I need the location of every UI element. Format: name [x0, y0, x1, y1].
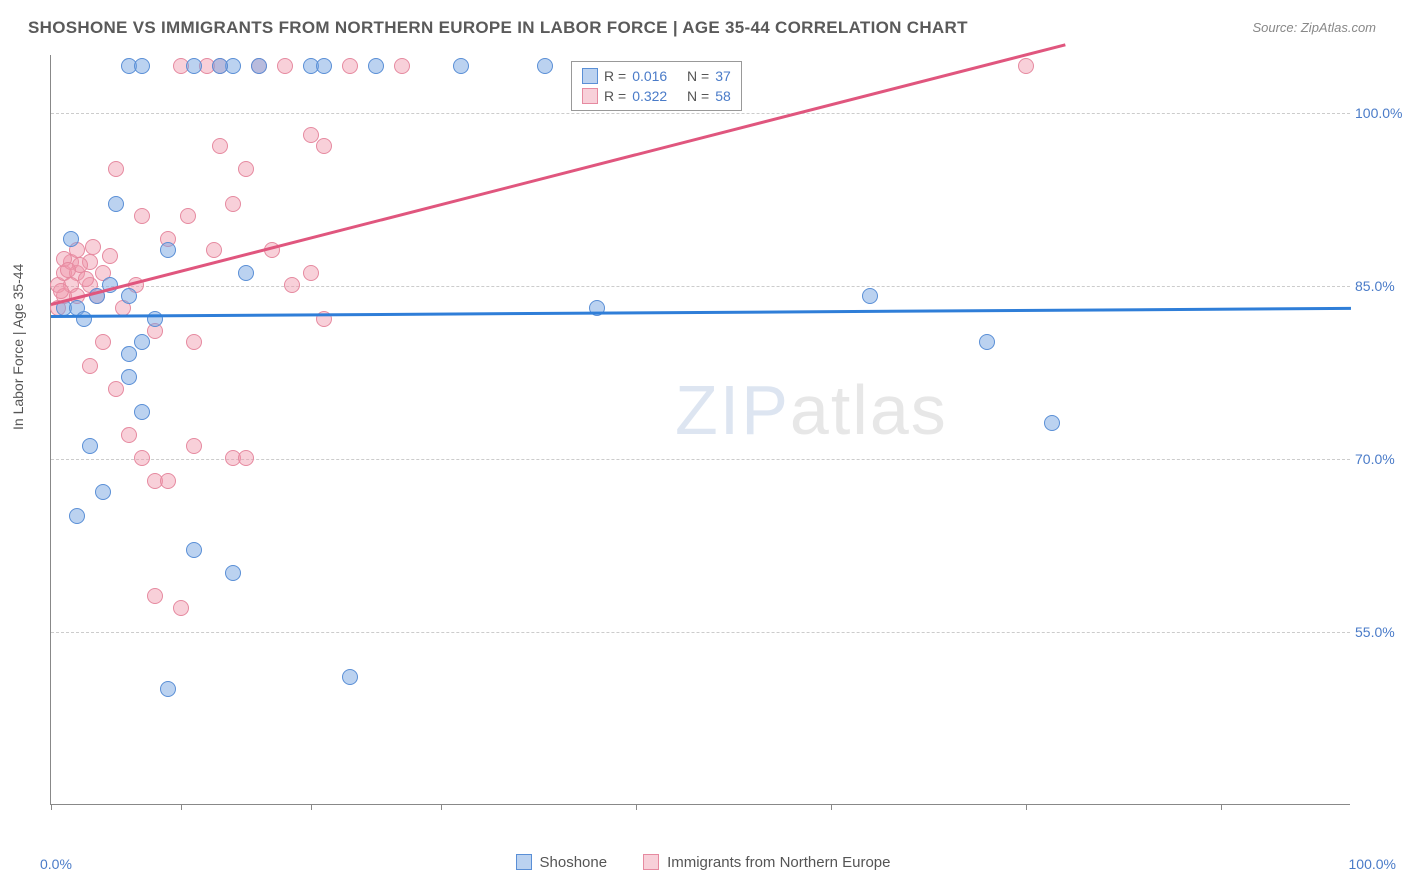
- series2-point: [303, 127, 319, 143]
- series2-point: [53, 283, 69, 299]
- x-tick: [636, 804, 637, 810]
- gridline: [51, 286, 1350, 287]
- series2-point: [212, 138, 228, 154]
- series1-point: [225, 565, 241, 581]
- series1-point: [453, 58, 469, 74]
- legend-label: Shoshone: [540, 854, 608, 871]
- series2-point: [95, 334, 111, 350]
- series1-point: [251, 58, 267, 74]
- x-tick: [311, 804, 312, 810]
- legend-swatch: [643, 854, 659, 870]
- series2-point: [186, 334, 202, 350]
- series2-point: [147, 588, 163, 604]
- series2-point: [186, 438, 202, 454]
- series2-point: [102, 248, 118, 264]
- x-tick: [1026, 804, 1027, 810]
- series2-point: [1018, 58, 1034, 74]
- series1-point: [134, 334, 150, 350]
- y-tick-label: 100.0%: [1355, 105, 1406, 121]
- series2-point: [85, 239, 101, 255]
- x-tick: [181, 804, 182, 810]
- series1-point: [537, 58, 553, 74]
- series2-point: [238, 450, 254, 466]
- legend-stats: R =0.016 N =37R =0.322 N =58: [571, 61, 742, 111]
- legend-stat-row: R =0.016 N =37: [582, 66, 731, 86]
- series1-point: [186, 58, 202, 74]
- series2-point: [134, 450, 150, 466]
- series2-point: [238, 161, 254, 177]
- series1-point: [121, 369, 137, 385]
- series1-point: [979, 334, 995, 350]
- series2-point: [134, 208, 150, 224]
- series2-point: [173, 600, 189, 616]
- series2-point: [225, 196, 241, 212]
- series2-point: [180, 208, 196, 224]
- gridline: [51, 632, 1350, 633]
- series1-point: [316, 58, 332, 74]
- legend-stat-row: R =0.322 N =58: [582, 86, 731, 106]
- series1-point: [368, 58, 384, 74]
- plot-area: ZIPatlas R =0.016 N =37R =0.322 N =58 55…: [50, 55, 1350, 805]
- series2-point: [394, 58, 410, 74]
- y-tick-label: 85.0%: [1355, 278, 1406, 294]
- legend-label: Immigrants from Northern Europe: [667, 854, 890, 871]
- series1-point: [134, 404, 150, 420]
- series2-point: [108, 161, 124, 177]
- legend-item: Immigrants from Northern Europe: [643, 854, 890, 871]
- watermark-part1: ZIP: [675, 371, 790, 449]
- series2-point: [284, 277, 300, 293]
- series2-trendline: [51, 43, 1066, 305]
- series1-point: [69, 508, 85, 524]
- series2-point: [78, 271, 94, 287]
- x-tick: [51, 804, 52, 810]
- series1-point: [186, 542, 202, 558]
- series2-point: [342, 58, 358, 74]
- watermark-part2: atlas: [790, 371, 948, 449]
- series2-point: [60, 262, 76, 278]
- legend-bottom: Shoshone Immigrants from Northern Europe: [0, 854, 1406, 875]
- legend-item: Shoshone: [516, 854, 608, 871]
- series2-point: [206, 242, 222, 258]
- gridline: [51, 113, 1350, 114]
- series1-point: [82, 438, 98, 454]
- x-tick: [441, 804, 442, 810]
- series1-point: [160, 242, 176, 258]
- series1-point: [160, 681, 176, 697]
- legend-swatch: [582, 88, 598, 104]
- legend-swatch: [516, 854, 532, 870]
- series2-point: [303, 265, 319, 281]
- y-axis-label: In Labor Force | Age 35-44: [10, 264, 26, 430]
- series1-point: [121, 346, 137, 362]
- legend-swatch: [582, 68, 598, 84]
- watermark: ZIPatlas: [675, 370, 948, 450]
- series1-point: [342, 669, 358, 685]
- y-tick-label: 55.0%: [1355, 624, 1406, 640]
- series2-point: [121, 427, 137, 443]
- series2-point: [160, 473, 176, 489]
- series2-point: [82, 358, 98, 374]
- series1-point: [95, 484, 111, 500]
- y-tick-label: 70.0%: [1355, 451, 1406, 467]
- series2-point: [277, 58, 293, 74]
- series1-point: [63, 231, 79, 247]
- series1-trendline: [51, 307, 1351, 318]
- series1-point: [108, 196, 124, 212]
- series1-point: [121, 288, 137, 304]
- series1-point: [862, 288, 878, 304]
- series1-point: [1044, 415, 1060, 431]
- x-tick: [831, 804, 832, 810]
- series1-point: [238, 265, 254, 281]
- series1-point: [134, 58, 150, 74]
- series1-point: [212, 58, 228, 74]
- source-label: Source: ZipAtlas.com: [1252, 20, 1376, 35]
- chart-title: SHOSHONE VS IMMIGRANTS FROM NORTHERN EUR…: [28, 18, 968, 38]
- series2-point: [316, 138, 332, 154]
- x-tick: [1221, 804, 1222, 810]
- series2-point: [108, 381, 124, 397]
